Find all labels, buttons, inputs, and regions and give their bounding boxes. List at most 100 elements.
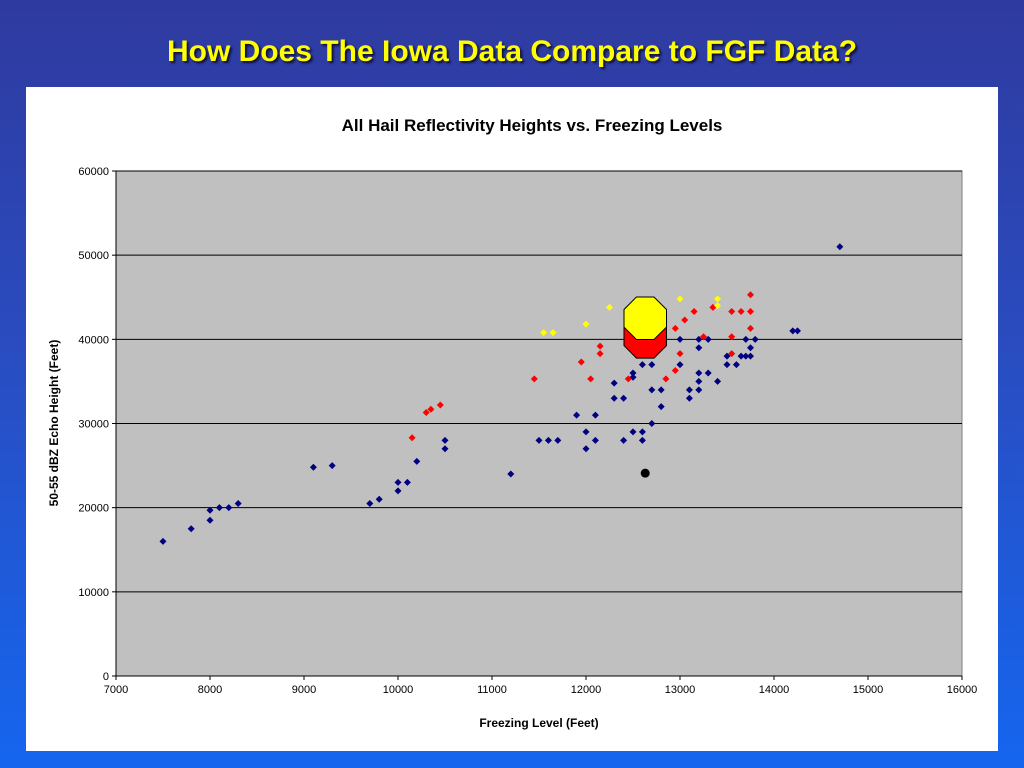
data-point-series-1 [732, 361, 740, 369]
data-point-series-1 [394, 478, 402, 486]
data-point-series-2 [422, 409, 430, 417]
y-tick-label: 30000 [78, 419, 109, 431]
y-tick-label: 60000 [78, 166, 109, 178]
data-point-series-2 [700, 333, 707, 341]
data-point-series-3 [549, 329, 557, 337]
data-point-series-1 [695, 344, 703, 352]
y-tick-label: 50000 [78, 250, 109, 262]
x-tick-label: 8000 [198, 684, 222, 696]
data-point-series-1 [742, 352, 750, 360]
x-tick-label: 9000 [292, 684, 316, 696]
data-point-series-1 [648, 386, 656, 394]
data-point-series-1 [657, 403, 665, 411]
y-tick-label: 10000 [78, 587, 109, 599]
data-point-series-1 [610, 394, 618, 402]
y-axis-title: 50-55 dBZ Echo Height (Feet) [47, 340, 61, 507]
data-point-series-2 [737, 308, 745, 316]
data-point-series-1 [638, 428, 646, 436]
data-point-series-1 [723, 361, 731, 369]
data-point-series-1 [695, 377, 703, 385]
y-tick-label: 0 [103, 671, 109, 683]
data-point-series-1 [187, 525, 195, 533]
data-point-series-2 [427, 405, 435, 413]
data-point-series-1 [225, 504, 233, 512]
data-point-series-2 [596, 350, 604, 358]
data-point-series-1 [723, 352, 731, 360]
slide-title: How Does The Iowa Data Compare to FGF Da… [166, 35, 858, 68]
data-point-series-3 [606, 303, 613, 311]
data-point-series-1 [629, 428, 637, 436]
data-point-series-1 [620, 436, 628, 444]
x-tick-label: 15000 [853, 684, 884, 696]
data-point-series-2 [690, 308, 698, 316]
data-point-series-1 [554, 436, 562, 444]
axis-ticks: 0 10000 20000 30000 40000 50000 60000 7000 8000 9… [78, 166, 977, 696]
data-point-series-1 [582, 445, 590, 453]
data-point-series-1 [591, 436, 599, 444]
data-point-series-1 [789, 327, 797, 335]
data-point-series-1 [535, 436, 543, 444]
data-point-series-2 [624, 375, 632, 383]
highlight-point [640, 468, 650, 478]
data-point-series-2 [587, 375, 595, 383]
data-point-series-1 [610, 379, 618, 387]
data-point-series-3 [676, 295, 684, 303]
highlight-octagon [623, 296, 667, 340]
data-point-series-1 [394, 487, 402, 495]
data-point-series-2 [728, 333, 736, 341]
x-tick-label: 16000 [947, 684, 978, 696]
data-point-series-2 [436, 401, 444, 409]
data-point-series-1 [695, 369, 703, 377]
data-point-series-3 [714, 295, 722, 303]
data-point-series-2 [671, 324, 679, 332]
data-point-series-1 [206, 506, 214, 514]
chart-panel: All Hail Reflectivity Heights vs. Freezi… [26, 87, 998, 751]
data-point-series-1 [685, 394, 693, 402]
data-point-series-1 [695, 335, 703, 343]
data-point-series-2 [681, 316, 689, 324]
data-point-series-1 [648, 420, 656, 427]
data-point-series-3 [714, 302, 722, 310]
data-point-series-2 [596, 342, 604, 350]
x-tick-label: 11000 [477, 684, 507, 696]
data-point-series-2 [662, 375, 670, 383]
data-point-series-1 [507, 470, 515, 478]
data-point-series-1 [704, 335, 712, 343]
data-point-series-1 [441, 445, 449, 453]
data-point-series-1 [685, 386, 693, 394]
data-point-series-2 [577, 358, 585, 366]
data-point-series-2 [747, 291, 754, 299]
data-point-series-3 [540, 329, 548, 337]
data-point-series-1 [676, 361, 684, 369]
chart-title: All Hail Reflectivity Heights vs. Freezi… [342, 116, 723, 135]
x-axis-title: Freezing Level (Feet) [479, 716, 598, 730]
x-tick-label: 10000 [383, 684, 414, 696]
data-points [159, 243, 844, 545]
data-point-series-1 [629, 369, 637, 377]
data-point-series-1 [159, 537, 167, 545]
data-point-series-1 [747, 344, 754, 352]
gridlines [116, 170, 962, 593]
data-point-series-1 [403, 478, 411, 486]
data-point-series-1 [737, 352, 745, 360]
scatter-chart: All Hail Reflectivity Heights vs. Freezi… [47, 116, 977, 730]
data-point-series-1 [573, 411, 581, 419]
data-point-series-1 [794, 327, 801, 335]
data-point-series-1 [328, 462, 336, 470]
x-tick-label: 13000 [665, 684, 696, 696]
data-point-series-2 [676, 350, 684, 358]
data-point-series-1 [742, 335, 750, 343]
data-point-series-1 [751, 335, 759, 343]
data-point-series-1 [544, 436, 552, 444]
data-point-series-1 [747, 352, 754, 360]
data-point-series-1 [695, 386, 703, 394]
data-point-series-1 [836, 243, 844, 251]
highlight-markers [623, 296, 667, 478]
data-point-series-1 [375, 495, 383, 503]
data-point-series-1 [234, 499, 242, 507]
data-point-series-1 [591, 411, 599, 419]
data-point-series-1 [582, 428, 590, 436]
data-point-series-2 [408, 434, 416, 442]
data-point-series-1 [714, 377, 722, 385]
y-tick-label: 20000 [78, 503, 109, 515]
